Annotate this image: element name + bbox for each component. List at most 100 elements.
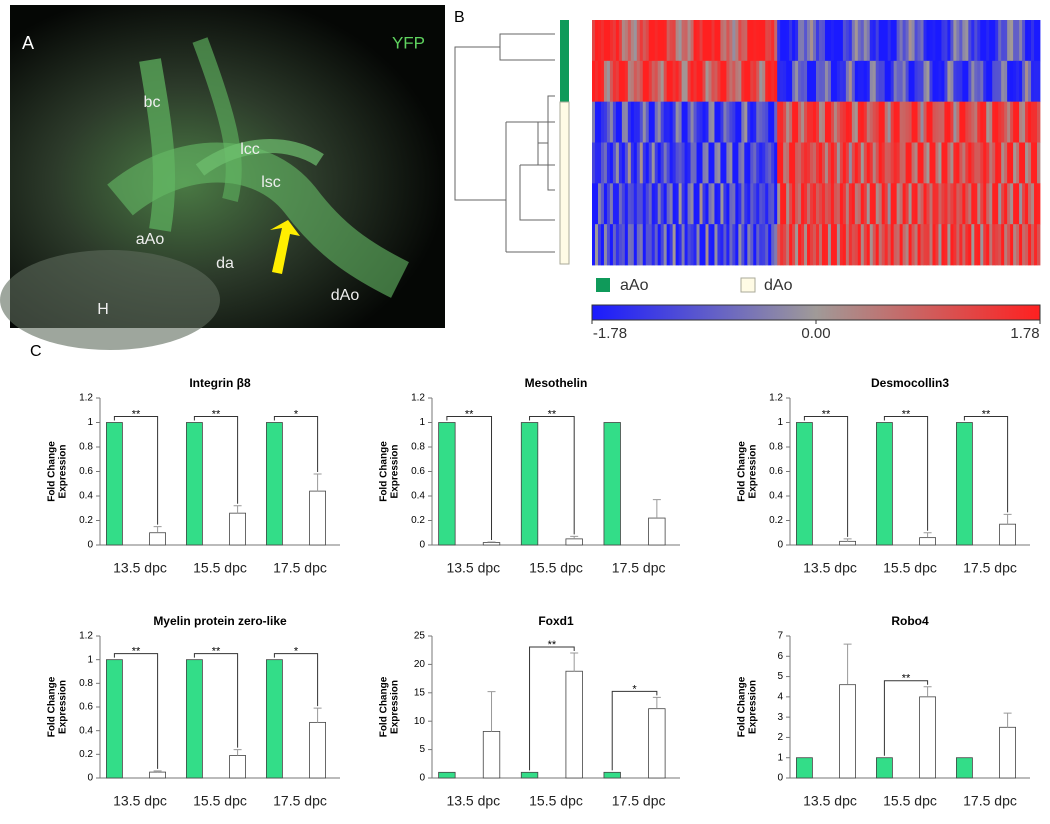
heatmap-cell [654,20,659,62]
x-tick-label: 15.5 dpc [883,560,937,576]
heatmap-cell [950,101,954,143]
heatmap-cell [1025,20,1029,62]
legend-swatch [740,277,756,293]
heatmap-cell [911,142,915,184]
heatmap-cell [807,224,811,266]
heatmap-cell [810,101,814,143]
heatmap-cell [624,101,629,143]
heatmap-cell [983,20,987,62]
heatmap-cell [618,20,623,62]
heatmap-cell [600,60,605,103]
heatmap-cell [714,224,718,266]
heatmap-cell [633,60,638,103]
heatmap-cell [720,60,724,103]
heatmap-cell [950,20,954,62]
heatmap-cell [771,183,775,225]
heatmap-cell [1028,20,1032,62]
heatmap-cell [633,224,638,266]
heatmap-cell [654,101,659,143]
heatmap-cell [1001,183,1005,225]
heatmap-cell [860,60,865,103]
heatmap-cell [738,101,742,143]
significance-bracket [529,646,575,771]
heatmap-cell [1034,183,1038,225]
heatmap-cell [804,224,808,266]
y-tick-label: 0.6 [411,466,425,477]
heatmap-cell [642,60,647,103]
y-tick-label: 1 [419,417,425,428]
heatmap-cell [813,60,817,103]
heatmap-cell [1028,183,1032,225]
heatmap-cell [1022,224,1026,266]
heatmap-cell [636,20,641,62]
heatmap-cell [1007,101,1011,143]
heatmap-cell [1016,60,1020,103]
heatmap-cell [645,224,650,266]
heatmap-cell [789,101,793,143]
heatmap-cell [612,20,617,62]
heatmap-cell [777,60,781,103]
heatmap-cell [801,183,805,225]
heatmap-cell [774,60,778,103]
heatmap-cell [810,224,814,266]
heatmap-cell [911,183,915,225]
heatmap-cell [860,101,865,143]
heatmap-cell [693,142,697,184]
error-bar [652,499,661,519]
heatmap-cell [684,20,688,62]
heatmap-cell [995,101,999,143]
significance-bracket [193,416,239,504]
y-tick-label: 0 [777,773,783,784]
heatmap-cell [1025,60,1029,103]
heatmap-cell [618,224,623,266]
heatmap-cell [923,224,927,266]
heatmap-cell [597,183,602,225]
x-tick-label: 13.5 dpc [446,793,500,809]
heatmap-cell [917,101,921,143]
heatmap-cell [995,224,999,266]
heatmap-cell [959,142,963,184]
heatmap-cell [639,142,644,184]
significance-bracket [113,653,159,769]
significance-label: ** [212,646,221,658]
heatmap-cell [887,224,892,266]
bar [520,422,539,546]
heatmap-cell [1013,224,1017,266]
heatmap-cell [998,101,1002,143]
heatmap-cell [645,142,650,184]
heatmap-cell [768,183,772,225]
heatmap-cell [675,183,680,225]
group-strip [560,20,569,102]
y-tick-label: 1.2 [411,393,425,404]
heatmap-cell [729,183,733,225]
heatmap-cell [675,224,680,266]
heatmap-cell [914,101,918,143]
heatmap-cell [708,60,712,103]
heatmap-cell [741,142,745,184]
heatmap-cell [884,101,889,143]
heatmap-cell [992,101,996,143]
heatmap-cell [881,101,886,143]
heatmap-cell [666,224,671,266]
heatmap-cell [648,20,653,62]
heatmap-cell [735,224,739,266]
dendrogram [454,33,555,253]
heatmap-cell [789,60,793,103]
heatmap-cell [986,183,990,225]
heatmap-cell [657,101,662,143]
heatmap-cell [702,60,706,103]
heatmap-cell [857,224,862,266]
heatmap-cell [687,224,691,266]
y-tick-label: 1 [777,752,783,763]
heatmap-cell [896,224,901,266]
significance-bracket [883,416,929,531]
heatmap-cell [624,60,629,103]
heatmap-cell [872,224,877,266]
heatmap-cell [741,101,745,143]
heatmap-cell [642,142,647,184]
heatmap-cell [642,20,647,62]
heatmap-cell [816,142,820,184]
heatmap-cell [750,20,754,62]
heatmap-cell [642,224,647,266]
bar [565,538,583,546]
